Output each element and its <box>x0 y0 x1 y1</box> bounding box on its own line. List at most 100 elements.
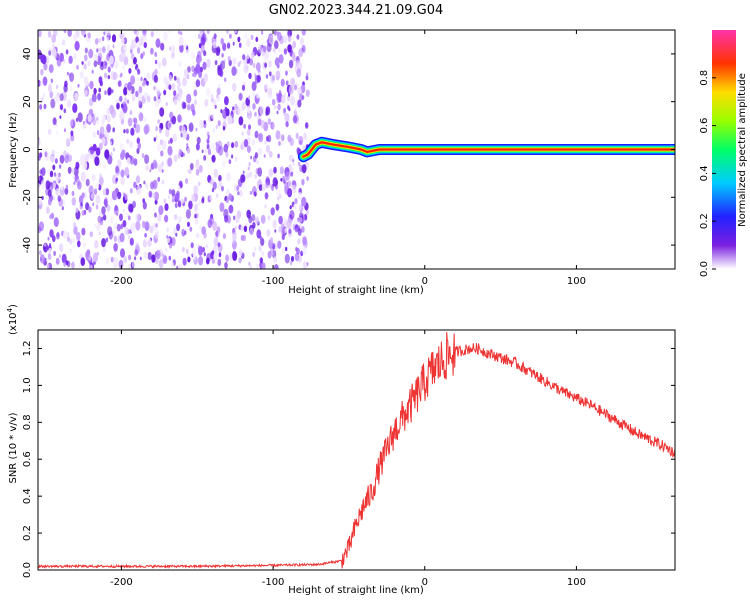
noise-speckle <box>290 261 293 266</box>
noise-speckle <box>260 119 265 129</box>
noise-speckle <box>223 143 229 153</box>
noise-speckle <box>129 188 133 194</box>
noise-speckle <box>38 196 43 205</box>
noise-speckle <box>293 84 298 91</box>
noise-speckle <box>205 87 211 97</box>
noise-speckle <box>280 78 285 87</box>
noise-speckle <box>93 252 98 263</box>
noise-speckle <box>304 122 309 129</box>
noise-speckle <box>135 242 140 250</box>
snr-x-label: Height of straight line (km) <box>288 585 424 596</box>
noise-speckle <box>217 64 221 71</box>
noise-speckle <box>111 108 116 119</box>
noise-speckle <box>196 232 200 239</box>
noise-speckle <box>106 108 111 116</box>
noise-speckle <box>119 74 122 78</box>
noise-speckle <box>98 162 101 167</box>
noise-speckle <box>192 248 197 258</box>
noise-speckle <box>305 209 309 216</box>
noise-speckle <box>52 235 56 243</box>
noise-speckle <box>177 114 182 123</box>
noise-speckle <box>241 131 244 136</box>
noise-speckle <box>50 212 55 220</box>
noise-speckle <box>142 198 145 204</box>
noise-speckle <box>281 246 286 254</box>
noise-speckle <box>99 126 105 136</box>
noise-speckle <box>260 30 264 35</box>
noise-speckle <box>306 72 309 77</box>
noise-speckle <box>164 214 169 223</box>
noise-speckle <box>144 233 147 238</box>
noise-speckle <box>274 40 279 50</box>
noise-speckle <box>212 127 216 134</box>
x-tick-label: 100 <box>567 577 586 588</box>
noise-speckle <box>228 193 233 201</box>
noise-speckle <box>237 36 241 43</box>
noise-speckle <box>111 89 114 94</box>
noise-speckle <box>64 154 69 164</box>
noise-speckle <box>102 247 106 253</box>
noise-speckle <box>213 237 219 247</box>
noise-speckle <box>135 175 141 184</box>
noise-speckle <box>287 44 292 53</box>
noise-speckle <box>207 134 210 140</box>
noise-speckle <box>295 228 298 233</box>
noise-speckle <box>131 53 135 60</box>
noise-speckle <box>190 51 195 60</box>
noise-speckle <box>123 56 129 66</box>
noise-speckle <box>98 231 101 236</box>
noise-speckle <box>250 51 255 59</box>
noise-speckle <box>148 166 151 171</box>
noise-speckle <box>204 99 209 107</box>
noise-speckle <box>289 30 293 36</box>
noise-speckle <box>98 176 104 186</box>
noise-speckle <box>212 181 217 190</box>
noise-speckle <box>116 212 119 216</box>
noise-speckle <box>96 223 101 232</box>
noise-speckle <box>248 95 251 100</box>
noise-speckle <box>155 125 159 132</box>
noise-speckle <box>109 216 114 224</box>
noise-speckle <box>273 264 279 269</box>
noise-speckle <box>235 214 240 224</box>
noise-speckle <box>214 60 218 66</box>
noise-speckle <box>232 106 235 111</box>
noise-speckle <box>268 35 274 46</box>
noise-speckle <box>185 178 189 184</box>
noise-speckle <box>250 34 254 40</box>
noise-speckle <box>52 182 56 189</box>
noise-speckle <box>183 266 187 269</box>
noise-speckle <box>248 124 251 130</box>
noise-speckle <box>121 103 124 109</box>
noise-speckle <box>231 66 237 76</box>
noise-speckle <box>216 193 219 198</box>
noise-speckle <box>209 215 214 225</box>
noise-speckle <box>269 151 273 158</box>
noise-speckle <box>137 142 142 150</box>
noise-speckle <box>107 154 113 165</box>
noise-speckle <box>198 181 201 186</box>
noise-speckle <box>156 88 161 96</box>
noise-speckle <box>267 118 272 125</box>
noise-speckle <box>154 232 159 240</box>
noise-speckle <box>153 86 156 91</box>
noise-speckle <box>244 32 248 40</box>
noise-speckle <box>72 174 75 178</box>
noise-speckle <box>145 182 149 190</box>
noise-speckle <box>180 198 184 205</box>
noise-speckle <box>138 86 143 94</box>
noise-speckle <box>206 143 210 150</box>
noise-speckle <box>109 141 112 145</box>
noise-speckle <box>133 123 136 129</box>
noise-speckle <box>203 252 206 257</box>
noise-speckle <box>294 252 300 262</box>
noise-speckle <box>146 95 151 103</box>
y-tick-label: 0 <box>22 146 33 152</box>
noise-speckle <box>92 131 97 139</box>
noise-speckle <box>243 225 248 233</box>
noise-speckle <box>102 46 106 54</box>
noise-speckle <box>116 223 121 232</box>
noise-speckle <box>176 223 181 232</box>
y-tick-label: 0.8 <box>22 414 33 430</box>
noise-speckle <box>126 157 131 165</box>
